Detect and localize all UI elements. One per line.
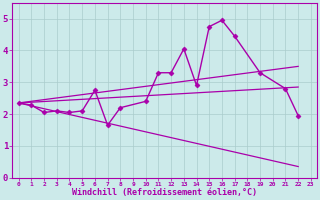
X-axis label: Windchill (Refroidissement éolien,°C): Windchill (Refroidissement éolien,°C) xyxy=(72,188,257,197)
